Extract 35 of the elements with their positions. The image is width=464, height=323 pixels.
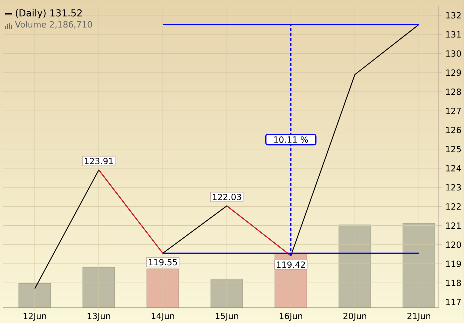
legend-label: (Daily) 131.52 — [16, 9, 82, 19]
y-tick-label: 129 — [446, 70, 462, 76]
y-tick-label: 131 — [446, 31, 461, 38]
y-tick-label: 118 — [446, 280, 462, 286]
y-tick-label: 122 — [446, 204, 461, 210]
bar — [210, 279, 244, 308]
bar — [402, 223, 436, 308]
x-tick-label: 15Jun — [216, 313, 238, 321]
y-tick-label: 120 — [446, 242, 462, 248]
bar — [82, 267, 116, 308]
y-tick-label: 126 — [446, 127, 462, 134]
y-tick-label: 130 — [446, 50, 462, 57]
annotation: 10.11 % — [274, 136, 308, 144]
y-tick-label: 124 — [446, 165, 462, 172]
x-tick-label: 21Jun — [408, 313, 430, 322]
data-label: 119.42 — [277, 262, 306, 268]
x-tick-label: 16Jun — [280, 313, 302, 322]
y-tick-label: 125 — [446, 146, 461, 153]
x-tick-label: 13Jun — [88, 313, 110, 322]
x-tick-label: 14Jun — [152, 313, 174, 321]
x-tick-label: 12Jun — [24, 313, 46, 322]
bar — [18, 283, 52, 308]
y-tick-label: 123 — [446, 184, 462, 191]
y-tick-label: 117 — [446, 299, 462, 306]
bar — [338, 224, 372, 308]
x-tick-label: 20Jun — [344, 313, 366, 322]
y-tick-label: 121 — [446, 222, 461, 229]
y-tick-label: 127 — [446, 108, 462, 114]
data-label: 119.55 — [149, 259, 178, 266]
y-tick-label: 119 — [446, 260, 462, 268]
y-tick-label: 128 — [446, 88, 462, 96]
data-label: 123.91 — [85, 158, 114, 164]
text: Volume 2,186,710 — [15, 21, 92, 29]
data-label: 122.03 — [213, 194, 242, 200]
y-tick-label: 132 — [446, 12, 461, 19]
